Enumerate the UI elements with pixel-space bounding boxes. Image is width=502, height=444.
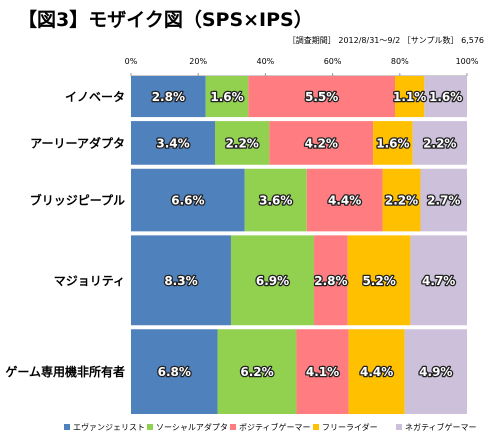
data-label: 6.8% bbox=[158, 365, 191, 379]
data-label: 6.9% bbox=[256, 274, 289, 288]
bar-segment bbox=[410, 235, 467, 326]
x-tick-label: 20% bbox=[189, 57, 207, 66]
data-label: 2.8% bbox=[314, 274, 347, 288]
legend-swatch bbox=[64, 424, 70, 430]
bar-segment bbox=[215, 121, 270, 165]
bar-segment bbox=[244, 168, 307, 232]
legend-swatch bbox=[147, 424, 153, 430]
legend-label: ソーシャルアダプタ bbox=[156, 422, 228, 432]
legend-label: エヴァンジェリスト bbox=[73, 422, 145, 432]
data-label: 1.6% bbox=[429, 90, 462, 104]
legend-swatch bbox=[396, 424, 402, 430]
legend-label: ポジティブゲーマー bbox=[239, 422, 311, 432]
data-label: 4.9% bbox=[419, 365, 452, 379]
data-label: 1.6% bbox=[210, 90, 243, 104]
bar-segment bbox=[205, 76, 249, 118]
category-label: イノベータ bbox=[65, 90, 125, 104]
data-label: 6.2% bbox=[240, 365, 273, 379]
x-axis-ticks: 0% 20% 40% 60% 80% 100% bbox=[125, 57, 479, 77]
data-label: 3.4% bbox=[156, 136, 189, 150]
x-tick-label: 60% bbox=[324, 57, 342, 66]
data-label: 4.2% bbox=[305, 136, 338, 150]
bar-segment bbox=[269, 121, 374, 165]
bar-segment bbox=[382, 168, 421, 232]
data-label: 3.6% bbox=[259, 194, 292, 208]
legend-swatch bbox=[230, 424, 236, 430]
data-label: 6.6% bbox=[171, 194, 204, 208]
category-label: アーリーアダプタ bbox=[30, 135, 125, 150]
chart-title: 【図3】モザイク図（SPS×IPS） bbox=[18, 9, 313, 31]
data-label: 1.1% bbox=[393, 90, 426, 104]
x-tick-label: 100% bbox=[456, 57, 479, 66]
x-tick-label: 80% bbox=[391, 57, 409, 66]
data-label: 5.5% bbox=[305, 90, 338, 104]
data-label: 4.1% bbox=[306, 365, 339, 379]
x-tick-label: 40% bbox=[257, 57, 275, 66]
bar-segment bbox=[412, 121, 467, 165]
legend-label: フリーライダー bbox=[322, 422, 378, 432]
category-label: マジョリティ bbox=[54, 274, 125, 288]
chart-bars bbox=[131, 76, 467, 414]
bar-segment bbox=[404, 329, 467, 414]
legend-label: ネガティブゲーマー bbox=[405, 422, 477, 432]
data-label: 2.2% bbox=[226, 136, 259, 150]
bar-segment bbox=[131, 329, 218, 414]
bar-segment bbox=[248, 76, 395, 118]
bar-segment bbox=[424, 76, 467, 118]
data-label: 2.8% bbox=[152, 90, 185, 104]
data-label: 5.2% bbox=[362, 274, 395, 288]
bar-segment bbox=[131, 235, 231, 326]
bar-segment bbox=[306, 168, 383, 232]
data-label: 2.2% bbox=[385, 194, 418, 208]
bar-segment bbox=[296, 329, 349, 414]
bar-segment bbox=[230, 235, 315, 326]
data-label: 4.4% bbox=[328, 194, 361, 208]
bar-segment bbox=[347, 235, 411, 326]
data-label: 2.2% bbox=[423, 136, 456, 150]
x-tick-label: 0% bbox=[125, 57, 138, 66]
bar-segment bbox=[420, 168, 467, 232]
bar-segment bbox=[217, 329, 297, 414]
category-label: ブリッジピープル bbox=[30, 193, 125, 208]
bar-segment bbox=[131, 76, 206, 118]
bar-segment bbox=[131, 121, 215, 165]
data-label: 8.3% bbox=[164, 274, 197, 288]
data-label: 2.7% bbox=[427, 194, 460, 208]
data-label: 1.6% bbox=[376, 136, 409, 150]
bar-segment bbox=[395, 76, 425, 118]
bar-segment bbox=[131, 168, 245, 232]
chart-subtitle: ［調査期間］ 2012/8/31～9/2 ［サンプル数］ 6,576 bbox=[287, 36, 484, 45]
bar-segment bbox=[314, 235, 348, 326]
data-label: 4.4% bbox=[360, 365, 393, 379]
legend-swatch bbox=[313, 424, 319, 430]
data-label: 4.7% bbox=[422, 274, 455, 288]
bar-segment bbox=[373, 121, 413, 165]
chart-legend: エヴァンジェリスト ソーシャルアダプタ ポジティブゲーマー フリーライダー ネガティブゲ… bbox=[64, 422, 477, 432]
data-labels: 2.8% 1.6% 5.5% 1.1% 1.6%3.4% 2.2% 4.2% 1.6% 2.2%… bbox=[150, 89, 463, 381]
category-label: ゲーム専用機非所有者 bbox=[5, 364, 125, 379]
bar-segment bbox=[348, 329, 405, 414]
